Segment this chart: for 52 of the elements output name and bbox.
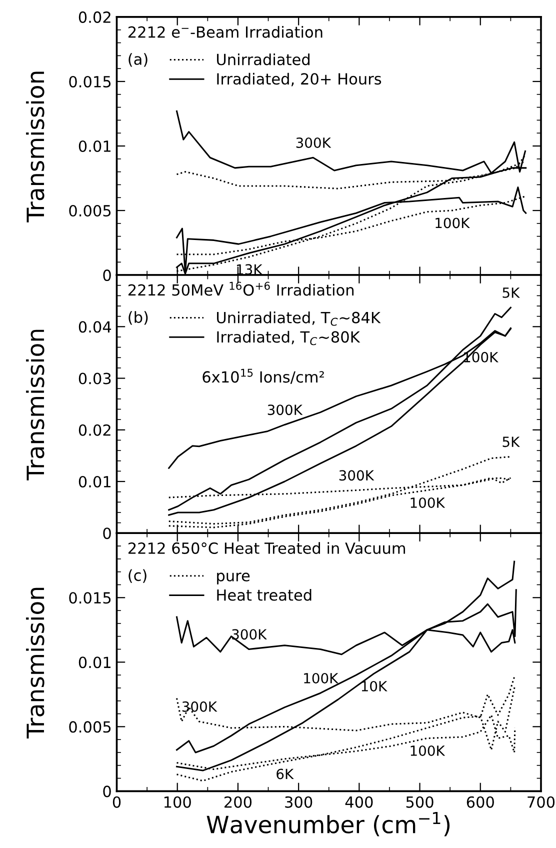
y-tick-label: 0 [103,270,111,282]
annotation: 10K [362,680,388,692]
annotation: 100K [410,497,446,508]
y-tick-label: 0.02 [78,11,110,23]
y-tick-label: 0.01 [78,140,110,152]
y-tick-label: 0.04 [78,321,112,333]
x-tick-label: 100 [164,796,191,808]
x-tick-label: 300 [285,796,312,808]
y-tick-label: 0.015 [69,592,111,604]
legend-label: Unirradiated, T$_{C}$~84K [217,312,381,326]
x-tick-label: 700 [528,796,555,808]
annotation: (a) [128,53,148,67]
annotation: 6K [276,768,294,780]
annotation: 5K [502,288,520,298]
y-tick-label: 0.015 [69,76,111,88]
legend-label: Irradiated, 20+ Hours [217,72,382,86]
chart-title: 2212 50MeV $^{16}$O$^{+6}$ Irradiation [128,282,354,296]
legend-label: Unirradiated [217,53,310,66]
y-axis-title: Transmission [26,330,44,480]
legend-label: Irradiated, T$_{C}$~80K [217,330,360,346]
y-tick-label: 0.005 [69,204,111,217]
annotation: 5K [502,436,520,448]
annotation: 6x10$^{15}$ Ions/cm² [202,368,324,384]
y-tick-label: 0 [103,528,111,540]
annotation: (b) [128,311,148,325]
x-axis-title: Wavenumber (cm$^{−1}$) [206,812,450,836]
y-tick-label: 0.01 [78,476,110,488]
legend-label: Heat treated [217,588,312,601]
annotation: 300K [296,137,332,148]
annotation: (c) [128,569,146,583]
annotation: 300K [339,470,374,481]
annotation: 100K [304,672,338,684]
annotation: 100K [410,745,446,756]
chart-title: 2212 e$^{−}$-Beam Irradiation [128,26,322,38]
y-tick-label: 0.03 [78,372,111,384]
y-tick-label: 0 [103,786,111,798]
annotation: 300K [232,629,267,640]
x-tick-label: 0 [112,796,121,808]
y-axis-title: Transmission [26,72,44,222]
annotation: 100K [436,218,470,228]
x-tick-label: 200 [224,796,252,808]
y-tick-label: 0.02 [78,424,110,436]
x-tick-label: 500 [406,796,434,808]
x-tick-label: 600 [466,796,494,808]
annotation: 300K [268,404,303,416]
x-tick-label: 400 [345,796,373,808]
annotation: 300K [182,701,218,712]
y-tick-label: 0.01 [78,656,110,668]
legend-label: pure [217,572,250,584]
y-axis-title: Transmission [26,588,44,738]
chart-title: 2212 650°C Heat Treated in Vacuum [128,542,406,554]
y-tick-label: 0.005 [69,721,111,733]
